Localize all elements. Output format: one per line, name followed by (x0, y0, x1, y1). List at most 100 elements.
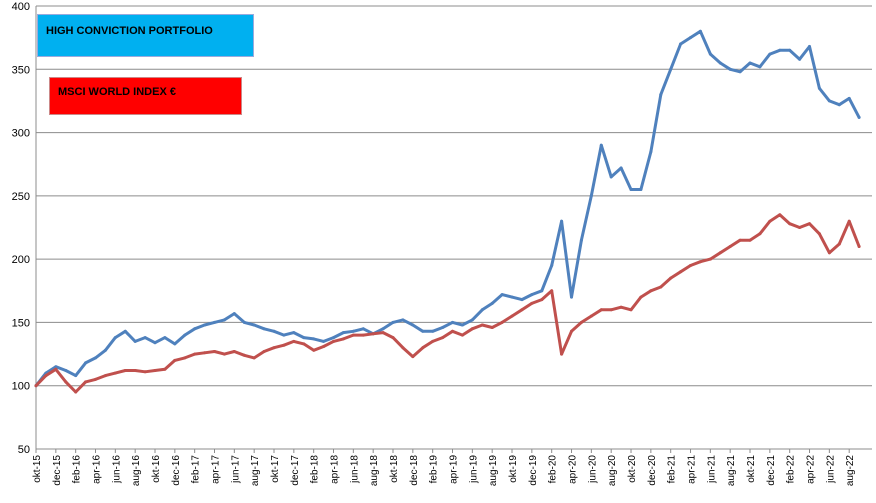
data-point (332, 339, 335, 343)
data-point (768, 52, 772, 56)
data-point (738, 70, 742, 74)
data-point (361, 327, 365, 331)
data-point (64, 369, 68, 372)
data-point (639, 295, 643, 299)
data-point (520, 308, 524, 312)
x-tick-label: feb-17 (191, 455, 202, 484)
data-point (817, 86, 821, 90)
x-tick-label: aug-17 (250, 455, 261, 487)
data-point (778, 48, 782, 52)
data-point (401, 318, 405, 322)
data-point (113, 336, 117, 340)
data-point (837, 103, 841, 107)
data-point (698, 29, 702, 33)
data-point (748, 61, 752, 65)
data-point (282, 333, 286, 337)
data-point (847, 96, 851, 100)
data-point (203, 351, 207, 355)
x-tick-label: aug-19 (488, 455, 499, 487)
data-point (480, 323, 484, 327)
data-point (490, 326, 494, 329)
y-tick-label-200: 200 (12, 254, 30, 266)
x-tick-label: jun-17 (230, 455, 241, 484)
data-point (857, 245, 861, 248)
x-tick-label: dec-17 (290, 455, 301, 486)
x-tick-label: feb-16 (72, 455, 83, 484)
data-point (500, 320, 504, 324)
data-point (540, 298, 544, 302)
data-point (133, 369, 137, 372)
x-tick-label: aug-20 (607, 455, 618, 487)
x-tick-label: apr-18 (330, 455, 341, 484)
x-tick-label: dec-20 (647, 455, 658, 486)
legend-entry-msci-world-index: MSCI WORLD INDEX € (49, 77, 242, 115)
data-point (173, 358, 177, 362)
data-point (579, 320, 583, 324)
x-tick-label: okt-16 (151, 455, 162, 483)
data-point (441, 326, 445, 329)
x-tick-label: feb-18 (310, 455, 321, 484)
data-point (183, 356, 187, 360)
data-point (341, 331, 345, 335)
data-point (332, 336, 335, 340)
data-point (589, 314, 593, 318)
data-point (550, 264, 554, 267)
data-point (242, 320, 246, 324)
data-point (460, 333, 464, 337)
x-tick-label: aug-18 (369, 455, 380, 487)
data-point (351, 329, 355, 333)
data-point (381, 327, 385, 331)
data-point (143, 336, 147, 340)
data-point (639, 188, 643, 191)
x-tick-label: apr-19 (449, 455, 460, 484)
data-point (74, 374, 78, 378)
data-point (788, 222, 792, 226)
data-point (679, 270, 683, 274)
data-point (54, 365, 58, 369)
data-point (748, 238, 752, 242)
x-tick-label: jun-22 (825, 455, 836, 484)
y-tick-label-50: 50 (18, 444, 30, 456)
data-point (103, 348, 107, 352)
legend-entry-high-conviction-portfolio: HIGH CONVICTION PORTFOLIO (37, 14, 254, 57)
x-tick-label: dec-19 (528, 455, 539, 486)
x-tick-label: dec-15 (52, 455, 63, 486)
data-point (123, 329, 127, 333)
data-point (798, 57, 802, 61)
x-tick-label: feb-21 (667, 455, 678, 484)
data-point (391, 320, 395, 324)
data-point (341, 337, 345, 341)
data-point (213, 350, 216, 353)
data-point (222, 352, 226, 356)
data-point (153, 341, 157, 345)
data-point (242, 353, 246, 357)
x-tick-label: feb-20 (548, 455, 559, 484)
data-point (173, 342, 177, 346)
data-point (153, 369, 157, 372)
data-point (510, 295, 514, 299)
data-point (451, 320, 454, 324)
data-point (431, 329, 435, 333)
data-point (451, 329, 454, 333)
data-point (431, 339, 435, 343)
data-point (738, 238, 742, 242)
data-point (213, 320, 216, 324)
data-point (272, 346, 276, 350)
data-point (411, 355, 415, 359)
data-point (599, 308, 603, 312)
data-point (530, 293, 534, 297)
data-point (619, 166, 623, 170)
data-point (74, 390, 78, 394)
data-point (768, 219, 772, 223)
x-tick-label: apr-16 (92, 455, 103, 484)
data-point (778, 213, 782, 217)
data-point (272, 329, 276, 333)
data-point (143, 370, 147, 374)
data-point (470, 327, 474, 331)
data-point (718, 251, 722, 255)
data-point (322, 345, 326, 348)
data-point (302, 342, 306, 346)
x-tick-label: apr-20 (568, 455, 579, 484)
x-tick-label: feb-19 (429, 455, 440, 484)
data-point (609, 175, 613, 179)
